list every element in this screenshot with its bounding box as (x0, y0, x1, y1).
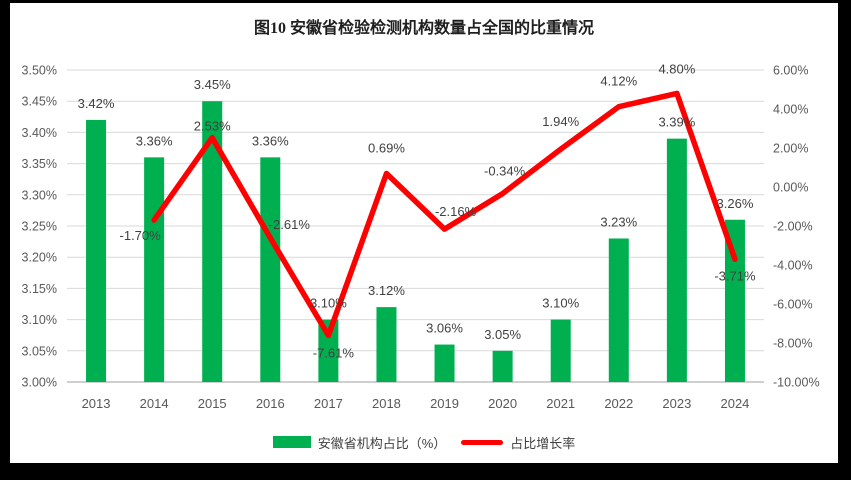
line-label-2016: -2.61% (269, 217, 311, 232)
right-axis-tick-label: 6.00% (773, 64, 808, 78)
bar-label-2016: 3.36% (252, 133, 289, 148)
bar-label-2018: 3.12% (368, 283, 405, 298)
legend-line-swatch-icon (461, 439, 504, 445)
x-axis-label-2014: 2014 (140, 396, 169, 411)
bar-2014 (144, 157, 165, 382)
line-label-2014: -1.70% (120, 228, 162, 243)
legend-bar-label: 安徽省机构占比（%） (317, 435, 447, 451)
x-axis-label-2019: 2019 (430, 396, 459, 411)
x-axis-label-2022: 2022 (604, 396, 633, 411)
left-axis-tick-label: 3.00% (22, 376, 57, 390)
bar-2013 (86, 119, 107, 383)
x-axis-label-2023: 2023 (662, 396, 691, 411)
left-axis-tick-label: 3.50% (22, 64, 57, 78)
x-axis-label-2016: 2016 (256, 396, 285, 411)
bar-label-2015: 3.45% (194, 77, 231, 92)
legend-bar-swatch-icon (272, 436, 311, 448)
line-label-2023: 4.80% (658, 61, 695, 76)
legend-line-label: 占比增长率 (510, 435, 576, 451)
bar-label-2021: 3.10% (542, 296, 579, 311)
chart-container: 图10 安徽省检验检测机构数量占全国的比重情况 3.00% 3.05% 3.10% 3… (10, 3, 838, 463)
bar-2023 (666, 138, 687, 382)
x-axis-label-2024: 2024 (720, 396, 749, 411)
bar-2020 (492, 350, 513, 382)
bar-2024 (724, 219, 745, 382)
growth-rate-line (151, 90, 738, 339)
right-axis-tick-label: -2.00% (773, 220, 813, 234)
left-axis-tick-label: 3.20% (22, 251, 57, 265)
bar-label-2017: 3.10% (310, 296, 347, 311)
x-axis-label-2021: 2021 (546, 396, 575, 411)
bar-label-2023: 3.39% (658, 115, 695, 130)
left-axis-tick-label: 3.10% (22, 313, 57, 327)
bar-label-2020: 3.05% (484, 327, 521, 342)
right-axis-tick-label: 0.00% (773, 181, 808, 195)
line-label-2022: 4.12% (600, 74, 637, 89)
x-axis-label-2017: 2017 (314, 396, 343, 411)
bar-2016 (260, 157, 281, 382)
bar-2019 (434, 344, 455, 382)
combo-chart-plot: 3.00% 3.05% 3.10% 3.15% 3.20% 3.25% 3.30% 3.35%… (22, 61, 820, 411)
left-axis-tick-label: 3.40% (22, 126, 57, 140)
left-axis-tick-label: 3.45% (22, 95, 57, 109)
left-axis-tick-label: 3.30% (22, 188, 57, 202)
right-axis-tick-label: -4.00% (773, 259, 813, 273)
bar-2015 (202, 101, 223, 382)
bar-2022 (608, 238, 629, 382)
line-label-2021: 1.94% (542, 114, 579, 129)
bar-2021 (550, 319, 571, 382)
right-axis-tick-label: -8.00% (773, 337, 813, 351)
bar-label-2024: 3.26% (717, 196, 754, 211)
x-axis-label-2020: 2020 (488, 396, 517, 411)
line-label-2018: 0.69% (368, 141, 405, 156)
x-axis-label-2013: 2013 (82, 396, 111, 411)
right-axis-tick-label: 2.00% (773, 142, 808, 156)
bar-label-2022: 3.23% (600, 214, 637, 229)
line-label-2020: -0.34% (484, 164, 526, 179)
right-axis-tick-label: -10.00% (773, 376, 820, 390)
line-label-2019: -2.16% (435, 204, 477, 219)
right-axis-tick-label: 4.00% (773, 103, 808, 117)
bar-label-2014: 3.36% (136, 133, 173, 148)
left-axis-tick-label: 3.15% (22, 282, 57, 296)
bar-label-2019: 3.06% (426, 321, 463, 336)
chart-legend: 安徽省机构占比（%） 占比增长率 (10, 433, 838, 451)
bar-2018 (376, 307, 397, 382)
bar-2017 (318, 319, 339, 382)
x-axis-label-2018: 2018 (372, 396, 401, 411)
left-axis-tick-label: 3.05% (22, 344, 57, 358)
line-label-2015: 2.53% (194, 119, 231, 134)
chart-title: 图10 安徽省检验检测机构数量占全国的比重情况 (253, 20, 594, 37)
left-axis-tick-label: 3.25% (22, 220, 57, 234)
right-axis-tick-label: -6.00% (773, 298, 813, 312)
x-axis-label-2015: 2015 (198, 396, 227, 411)
bar-label-2013: 3.42% (78, 96, 115, 111)
line-label-2024: -3.71% (714, 268, 756, 283)
line-label-2017: -7.61% (313, 345, 355, 360)
left-axis-tick-label: 3.35% (22, 157, 57, 171)
